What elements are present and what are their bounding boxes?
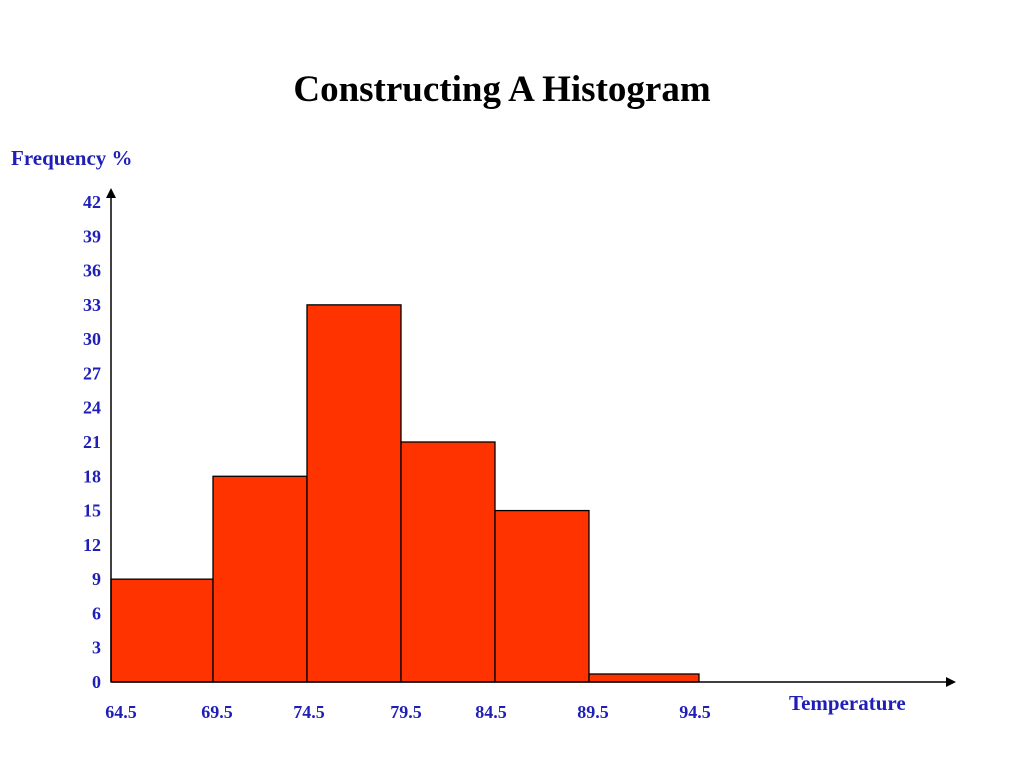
- y-tick-label: 6: [92, 603, 101, 623]
- y-tick-label: 27: [83, 363, 101, 383]
- x-axis-arrow: [946, 677, 956, 687]
- y-tick-label: 15: [83, 501, 101, 521]
- chart-title: Constructing A Histogram: [293, 69, 711, 110]
- y-tick-label: 36: [83, 261, 101, 281]
- y-tick-label: 42: [83, 192, 101, 212]
- y-tick-label: 39: [83, 226, 101, 246]
- y-tick-label: 24: [83, 398, 101, 418]
- x-axis-label: Temperature: [789, 691, 906, 715]
- y-tick-label: 9: [92, 569, 101, 589]
- x-tick-label: 64.5: [105, 702, 137, 722]
- y-tick-label: 18: [83, 466, 101, 486]
- y-tick-label: 30: [83, 329, 101, 349]
- x-tick-label: 79.5: [390, 702, 422, 722]
- histogram-bar-0: [110, 578, 214, 683]
- y-tick-label: 21: [83, 432, 101, 452]
- x-tick-label: 84.5: [475, 702, 507, 722]
- histogram-bar-4: [494, 509, 590, 683]
- histogram-bar-2: [306, 304, 402, 683]
- y-axis-label: Frequency %: [11, 146, 133, 170]
- histogram-bar-3: [400, 441, 496, 683]
- x-tick-label: 89.5: [577, 702, 609, 722]
- y-tick-label: 33: [83, 295, 101, 315]
- y-tick-label: 0: [92, 672, 101, 692]
- histogram-bar-5: [588, 673, 700, 683]
- y-tick-label: 12: [83, 535, 101, 555]
- x-tick-label: 94.5: [679, 702, 711, 722]
- y-axis-arrow: [106, 188, 116, 198]
- histogram-bar-1: [212, 475, 308, 683]
- x-tick-label: 69.5: [201, 702, 233, 722]
- x-tick-label: 74.5: [293, 702, 325, 722]
- y-tick-label: 3: [92, 638, 101, 658]
